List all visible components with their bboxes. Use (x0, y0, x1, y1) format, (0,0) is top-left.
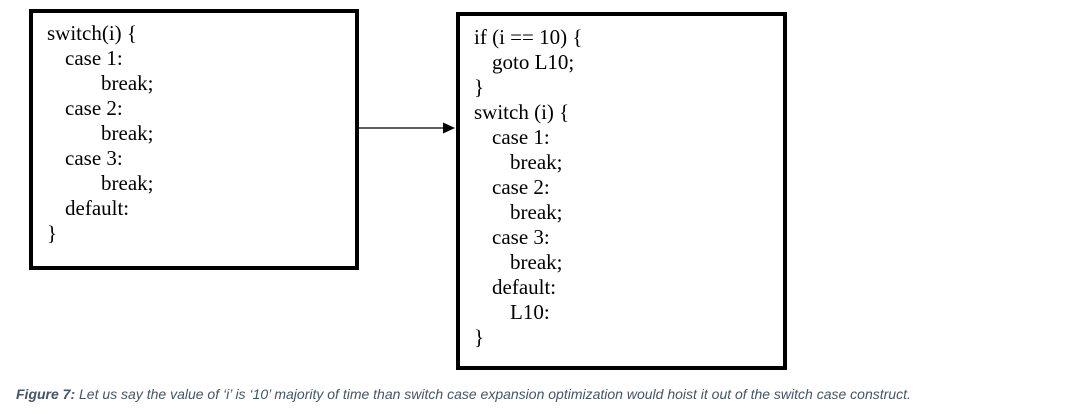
optimized-code-box: if (i == 10) { goto L10; } switch (i) { … (456, 12, 787, 370)
code-line: } (47, 221, 58, 245)
code-line: break; (510, 250, 563, 274)
code-line: case 3: (65, 146, 123, 170)
caption-text: Let us say the value of ‘i’ is ‘10’ majo… (75, 386, 911, 402)
code-line: case 1: (492, 125, 550, 149)
code-line: break; (101, 71, 154, 95)
original-code-box: switch(i) { case 1: break; case 2: break… (29, 9, 359, 270)
figure-caption: Figure 7: Let us say the value of ‘i’ is… (16, 386, 1066, 402)
code-line: goto L10; (492, 50, 575, 74)
code-line: switch (i) { (474, 100, 570, 124)
code-line: case 3: (492, 225, 550, 249)
arrow-head (443, 122, 455, 134)
code-line: break; (510, 150, 563, 174)
code-line: case 2: (65, 96, 123, 120)
code-line: } (474, 325, 485, 349)
figure-label: Figure 7: (16, 386, 76, 402)
code-line: break; (510, 200, 563, 224)
code-line: break; (101, 121, 154, 145)
code-line: if (i == 10) { (474, 25, 583, 49)
code-line: default: (65, 196, 130, 220)
code-line: L10: (510, 300, 550, 324)
code-line: break; (101, 171, 154, 195)
code-line: default: (492, 275, 557, 299)
code-line: } (474, 75, 485, 99)
code-line: switch(i) { (47, 21, 137, 45)
code-line: case 1: (65, 46, 123, 70)
code-line: case 2: (492, 175, 550, 199)
